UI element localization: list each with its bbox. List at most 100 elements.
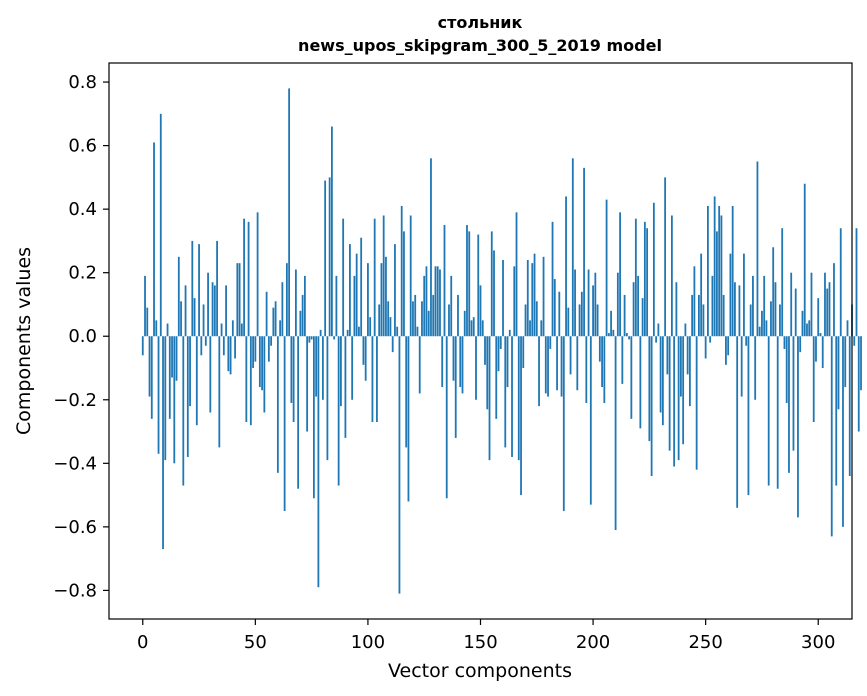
bar (409, 215, 412, 337)
bar (387, 301, 390, 337)
bar (652, 202, 655, 337)
bar (218, 336, 221, 448)
bar (666, 336, 669, 375)
bar (556, 336, 558, 391)
bar (589, 336, 592, 505)
bar (515, 212, 518, 337)
bar (168, 336, 171, 419)
bar (720, 215, 723, 337)
bar (414, 294, 417, 337)
bar (290, 336, 293, 403)
bar (513, 266, 516, 337)
bar (853, 336, 856, 346)
bar (186, 336, 189, 457)
bar (495, 336, 498, 419)
x-tick-label: 200 (576, 632, 610, 653)
bar (164, 336, 167, 461)
bar (148, 336, 151, 397)
bar (643, 221, 646, 337)
bar (571, 158, 574, 337)
bar (578, 304, 581, 337)
bar (443, 225, 446, 337)
bar (508, 329, 511, 337)
bar (472, 317, 475, 337)
bar (574, 269, 576, 337)
x-axis-label: Vector components (388, 660, 572, 682)
bar (765, 320, 768, 337)
y-tick-label: 0.4 (68, 199, 97, 220)
bar (261, 336, 263, 391)
bar (468, 231, 471, 337)
y-tick-label: 0.8 (68, 72, 97, 93)
bar (385, 256, 387, 337)
bar (213, 285, 216, 337)
bar (227, 336, 230, 372)
bar (150, 336, 153, 419)
bar (254, 336, 257, 362)
bar (707, 205, 709, 337)
bar (317, 336, 320, 588)
bar (619, 212, 621, 337)
bar (801, 310, 804, 337)
bar (562, 336, 565, 511)
bar (337, 336, 340, 486)
bar (398, 336, 401, 594)
bar (238, 263, 241, 337)
bar (463, 310, 466, 337)
bar (632, 282, 635, 337)
bar (454, 336, 457, 438)
bar (162, 336, 164, 550)
bar (234, 336, 236, 359)
bar (243, 218, 245, 337)
bar (749, 304, 752, 337)
bar (758, 326, 761, 337)
bar (835, 336, 838, 486)
bar (425, 266, 428, 337)
bar (200, 336, 203, 356)
y-tick-label: −0.4 (53, 453, 97, 474)
bar (216, 240, 218, 337)
bar (592, 285, 594, 337)
bar (799, 336, 802, 353)
bar (641, 298, 644, 337)
bar (824, 272, 826, 337)
bar (281, 282, 284, 337)
bar (202, 304, 205, 337)
bar (441, 336, 444, 388)
bar (301, 294, 304, 337)
bar (297, 336, 300, 489)
bar (657, 323, 660, 337)
x-tick-label: 250 (688, 632, 722, 653)
bar (479, 285, 482, 337)
bar (731, 205, 734, 337)
bar (180, 301, 182, 337)
bar (844, 336, 847, 388)
bar (376, 336, 378, 423)
bar (772, 247, 775, 337)
bar (380, 263, 383, 337)
x-tick-label: 50 (244, 632, 267, 653)
bar (189, 336, 191, 407)
bar (560, 336, 563, 397)
bar (693, 266, 696, 337)
bar (846, 320, 849, 337)
bar (752, 275, 754, 337)
bar (461, 336, 464, 394)
bar (274, 301, 277, 337)
bar (797, 336, 799, 518)
bar (416, 326, 419, 337)
bar (488, 336, 491, 461)
bar (373, 218, 376, 337)
bar (502, 259, 504, 337)
bar (229, 336, 232, 375)
bar (288, 88, 291, 337)
bar (209, 336, 212, 413)
bar (738, 285, 741, 337)
bar (439, 269, 441, 337)
bar (396, 326, 399, 337)
bar (475, 336, 477, 400)
chart-title: стольник (438, 13, 523, 32)
bar (860, 336, 862, 391)
bar (457, 294, 459, 337)
bar (686, 336, 689, 375)
